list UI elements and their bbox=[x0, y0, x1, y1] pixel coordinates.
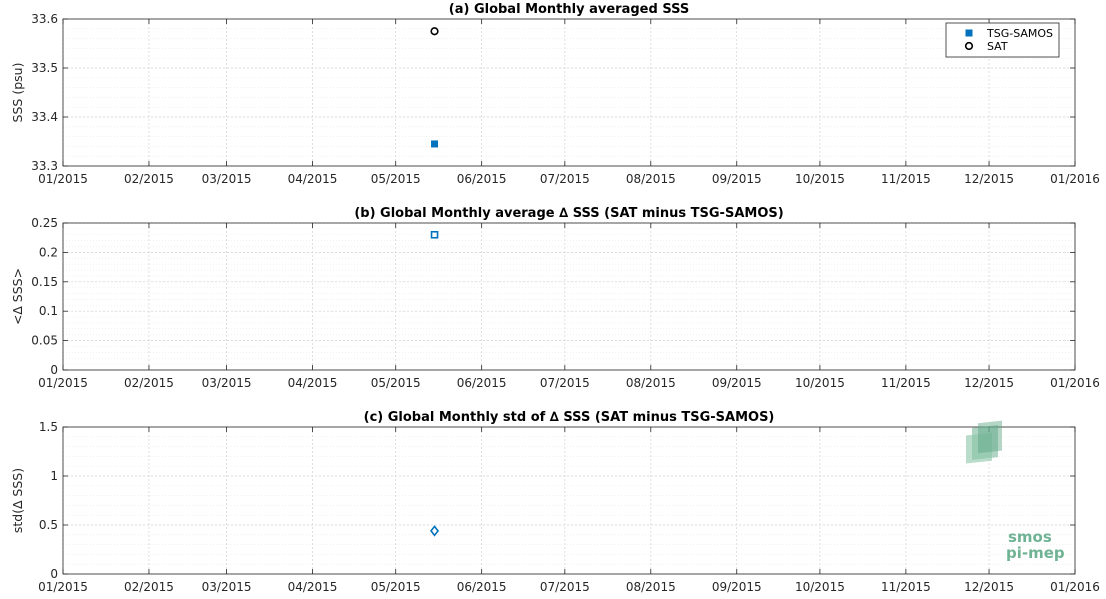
chart-panel-1: 01/2015 02/2015 03/2015 04/2015 05/2015 06/20… bbox=[10, 2, 1100, 186]
y-tick-label: 1.5 bbox=[39, 420, 58, 434]
x-tick-label: 08/2015 bbox=[626, 376, 676, 390]
chart-title: (b) Global Monthly average ∆ SSS (SAT mi… bbox=[354, 206, 783, 221]
y-tick-label: 0 bbox=[50, 363, 58, 377]
logo-mark-icon bbox=[966, 420, 1002, 464]
x-tick-label: 10/2015 bbox=[795, 172, 845, 186]
legend-box bbox=[945, 22, 1060, 58]
legend-label: TSG-SAMOS bbox=[986, 27, 1053, 40]
x-tick-label: 10/2015 bbox=[795, 580, 845, 594]
data-point bbox=[430, 27, 439, 36]
plot-area bbox=[63, 223, 1075, 370]
x-tick-label: 01/2015 bbox=[38, 172, 88, 186]
x-tick-label: 06/2015 bbox=[457, 172, 507, 186]
chart-title: (a) Global Monthly averaged SSS bbox=[449, 2, 689, 17]
x-tick-label: 03/2015 bbox=[202, 580, 252, 594]
legend-marker bbox=[964, 41, 974, 51]
x-tick-label: 06/2015 bbox=[457, 376, 507, 390]
x-tick-label: 10/2015 bbox=[795, 376, 845, 390]
x-tick-label: 12/2015 bbox=[964, 376, 1014, 390]
y-tick-label: 0.5 bbox=[39, 518, 58, 532]
x-tick-label: 04/2015 bbox=[288, 376, 338, 390]
x-tick-label: 03/2015 bbox=[202, 172, 252, 186]
logo-text-smos: smos bbox=[1008, 528, 1052, 546]
plot-area bbox=[63, 427, 1075, 574]
x-tick-label: 08/2015 bbox=[626, 172, 676, 186]
x-tick-label: 11/2015 bbox=[881, 376, 931, 390]
x-tick-label: 06/2015 bbox=[457, 580, 507, 594]
x-tick-label: 01/2015 bbox=[38, 580, 88, 594]
y-tick-label: 1 bbox=[50, 469, 58, 483]
y-tick-label: 33.5 bbox=[31, 61, 58, 75]
x-tick-label: 01/2016 bbox=[1050, 172, 1100, 186]
x-tick-label: 12/2015 bbox=[964, 172, 1014, 186]
x-tick-label: 08/2015 bbox=[626, 580, 676, 594]
data-point bbox=[430, 525, 440, 537]
x-tick-label: 09/2015 bbox=[712, 580, 762, 594]
x-tick-label: 03/2015 bbox=[202, 376, 252, 390]
x-tick-label: 05/2015 bbox=[371, 172, 421, 186]
x-tick-label: 05/2015 bbox=[371, 376, 421, 390]
y-tick-label: 0.1 bbox=[39, 304, 58, 318]
y-axis-label: <∆ SSS> bbox=[10, 268, 25, 325]
y-tick-label: 0.05 bbox=[31, 334, 58, 348]
axes-box bbox=[62, 222, 1076, 371]
logo-text-pi-mep: pi-mep bbox=[1006, 544, 1065, 562]
x-tick-label: 11/2015 bbox=[881, 172, 931, 186]
x-tick-label: 07/2015 bbox=[540, 172, 590, 186]
x-tick-label: 05/2015 bbox=[371, 580, 421, 594]
y-tick-label: 33.3 bbox=[31, 159, 58, 173]
x-tick-label: 12/2015 bbox=[964, 580, 1014, 594]
x-tick-label: 07/2015 bbox=[540, 580, 590, 594]
x-tick-label: 11/2015 bbox=[881, 580, 931, 594]
chart-title: (c) Global Monthly std of ∆ SSS (SAT min… bbox=[364, 410, 775, 425]
x-tick-label: 02/2015 bbox=[124, 172, 174, 186]
plot-area bbox=[63, 19, 1075, 166]
smos-pi-mep-logo: smos pi-mep bbox=[966, 420, 1065, 562]
x-tick-label: 02/2015 bbox=[124, 376, 174, 390]
x-tick-label: 04/2015 bbox=[288, 172, 338, 186]
y-axis-label: SSS (psu) bbox=[10, 63, 25, 123]
axes-box bbox=[62, 18, 1076, 167]
x-tick-label: 07/2015 bbox=[540, 376, 590, 390]
y-tick-label: 0.25 bbox=[31, 216, 58, 230]
x-tick-label: 01/2016 bbox=[1050, 376, 1100, 390]
x-tick-label: 01/2015 bbox=[38, 376, 88, 390]
y-tick-label: 33.4 bbox=[31, 110, 58, 124]
x-tick-label: 09/2015 bbox=[712, 172, 762, 186]
y-tick-label: 33.6 bbox=[31, 12, 58, 26]
x-tick-label: 01/2016 bbox=[1050, 580, 1100, 594]
x-tick-label: 02/2015 bbox=[124, 580, 174, 594]
axes-box bbox=[62, 426, 1076, 575]
data-point bbox=[431, 140, 439, 148]
y-axis-label: std(∆ SSS) bbox=[10, 468, 25, 533]
legend-marker bbox=[965, 29, 973, 37]
y-tick-label: 0.15 bbox=[31, 275, 58, 289]
legend-label: SAT bbox=[987, 40, 1008, 53]
chart-panel-2: 01/2015 02/2015 03/2015 04/2015 05/2015 06/20… bbox=[10, 206, 1100, 390]
x-tick-label: 04/2015 bbox=[288, 580, 338, 594]
chart-panel-3: 01/2015 02/2015 03/2015 04/2015 05/2015 06/20… bbox=[10, 410, 1100, 594]
y-tick-label: 0 bbox=[50, 567, 58, 581]
x-tick-label: 09/2015 bbox=[712, 376, 762, 390]
y-tick-label: 0.2 bbox=[39, 245, 58, 259]
data-point bbox=[430, 230, 439, 239]
